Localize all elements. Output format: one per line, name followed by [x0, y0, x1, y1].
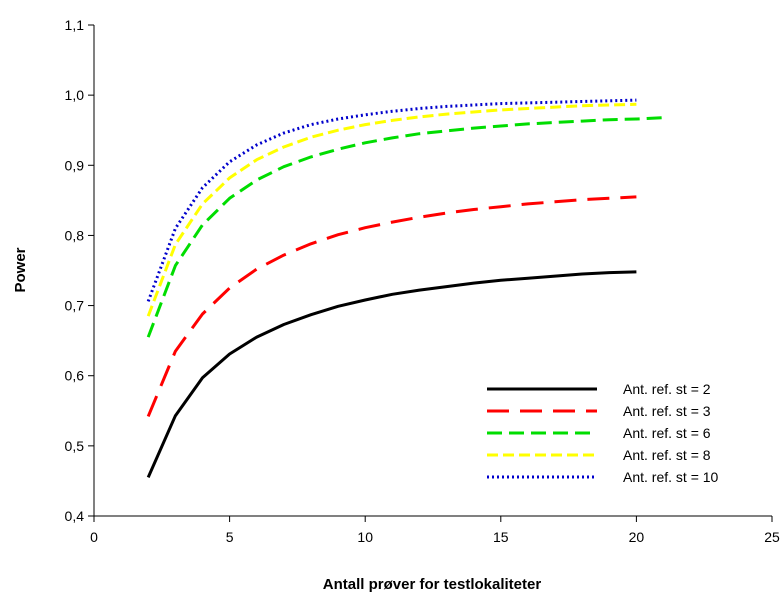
- x-tick-label: 15: [493, 529, 509, 545]
- axes: 0,4 0,5 0,6 0,7 0,8 0,9 1,0 1,1 0 5 10 15 20 25: [65, 17, 780, 545]
- series-line-2: [146, 195, 637, 417]
- legend: Ant. ref. st = 2 Ant. ref. st = 3 Ant. ref…: [487, 381, 719, 485]
- y-tick-label: 0,4: [65, 508, 85, 524]
- series-line-1: [146, 270, 637, 479]
- legend-label-5: Ant. ref. st = 10: [623, 469, 719, 485]
- x-tick-label: 20: [629, 529, 645, 545]
- y-tick-label: 1,1: [65, 17, 85, 33]
- legend-label-3: Ant. ref. st = 6: [623, 425, 711, 441]
- x-tick-label: 10: [357, 529, 373, 545]
- series-line-4: [146, 102, 637, 317]
- x-tick-label: 5: [226, 529, 234, 545]
- x-tick-label: 0: [90, 529, 98, 545]
- legend-label-4: Ant. ref. st = 8: [623, 447, 711, 463]
- legend-label-1: Ant. ref. st = 2: [623, 381, 711, 397]
- legend-label-2: Ant. ref. st = 3: [623, 403, 711, 419]
- x-axis-title: Antall prøver for testlokaliteter: [323, 576, 542, 593]
- series-line-5: [146, 98, 637, 302]
- y-tick-label: 0,8: [65, 227, 85, 243]
- series-layer: [146, 98, 664, 479]
- y-tick-label: 0,7: [65, 298, 85, 314]
- y-tick-label: 1,0: [65, 87, 85, 103]
- x-tick-label: 25: [764, 529, 780, 545]
- y-tick-label: 0,5: [65, 438, 85, 454]
- y-tick-label: 0,6: [65, 368, 85, 384]
- series-line-3: [146, 116, 664, 338]
- y-tick-label: 0,9: [65, 157, 85, 173]
- y-axis-title: Power: [12, 247, 29, 292]
